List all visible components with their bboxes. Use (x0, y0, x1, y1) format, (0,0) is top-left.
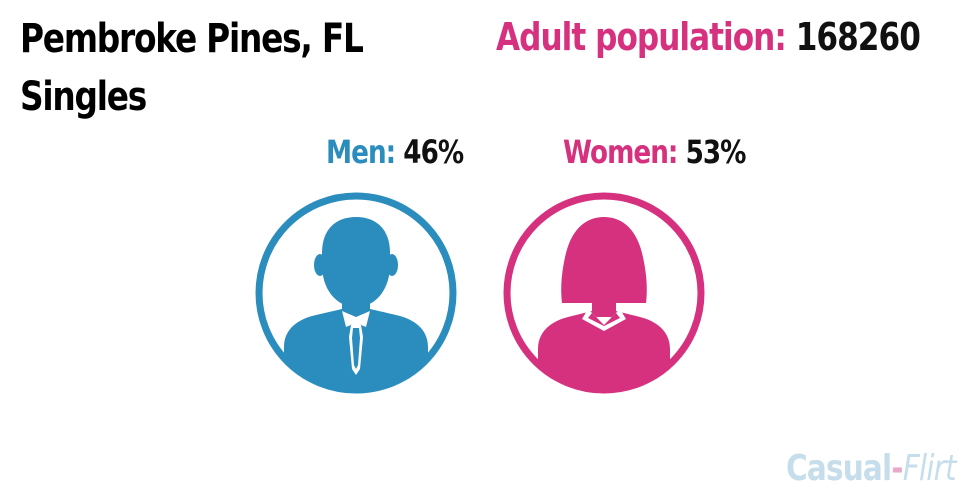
brand-part-1: Casual (786, 448, 892, 489)
women-value: 53% (685, 133, 747, 171)
adult-population-label: Adult population: (496, 15, 787, 59)
brand-part-2: Flirt (902, 448, 957, 489)
men-label: Men: (326, 133, 396, 171)
title-line-2: Singles (20, 74, 147, 120)
men-value: 46% (403, 133, 464, 171)
title-line-1: Pembroke Pines, FL (20, 16, 364, 62)
brand-separator: - (891, 448, 903, 489)
women-label: Women: (563, 133, 678, 171)
men-stat: Men: 46% (326, 132, 464, 172)
brand-logo: Casual-Flirt (786, 448, 957, 489)
women-stat: Women: 53% (563, 132, 747, 172)
page-title: Pembroke Pines, FL Singles (20, 10, 364, 126)
woman-icon (502, 191, 706, 395)
adult-population-value: 168260 (795, 15, 921, 59)
man-icon (254, 191, 458, 395)
adult-population-stat: Adult population: 168260 (496, 14, 921, 60)
